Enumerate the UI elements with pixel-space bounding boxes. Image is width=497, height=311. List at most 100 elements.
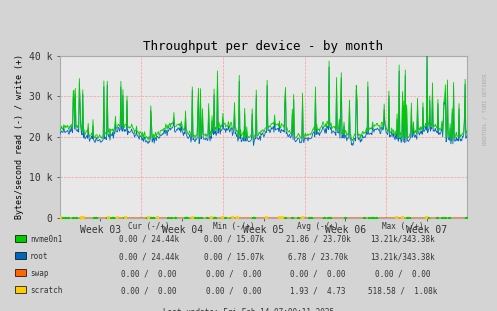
Point [305, 215, 313, 220]
Text: root: root [30, 252, 48, 261]
Point [368, 215, 376, 220]
Point [424, 215, 432, 220]
Point [463, 215, 471, 220]
Text: swap: swap [30, 269, 48, 278]
Point [207, 215, 215, 220]
Point [113, 215, 121, 220]
Point [170, 215, 178, 220]
Point [183, 215, 191, 220]
Point [372, 215, 380, 220]
Point [392, 215, 400, 220]
Point [105, 215, 113, 220]
Point [365, 215, 373, 220]
Point [298, 215, 306, 220]
Point [181, 215, 189, 220]
Text: 0.00 /  0.00: 0.00 / 0.00 [206, 286, 261, 295]
Point [441, 215, 449, 220]
Point [144, 215, 152, 220]
Text: 0.00 /  0.00: 0.00 / 0.00 [290, 269, 346, 278]
Point [438, 215, 446, 220]
Point [181, 215, 189, 220]
Point [210, 215, 218, 220]
Point [146, 215, 154, 220]
Text: 0.00 / 24.44k: 0.00 / 24.44k [119, 252, 179, 261]
Text: nvme0n1: nvme0n1 [30, 235, 62, 244]
Point [218, 215, 226, 220]
Text: 0.00 / 15.07k: 0.00 / 15.07k [204, 252, 263, 261]
Point [147, 215, 155, 220]
Point [144, 215, 152, 220]
Text: 0.00 /  0.00: 0.00 / 0.00 [206, 269, 261, 278]
Point [194, 215, 202, 220]
Point [77, 215, 84, 220]
Point [211, 215, 219, 220]
Point [58, 215, 66, 220]
Point [167, 215, 175, 220]
Point [233, 215, 241, 220]
Point [72, 215, 80, 220]
Point [108, 215, 116, 220]
Point [278, 215, 286, 220]
Point [262, 215, 270, 220]
Point [79, 215, 87, 220]
Point [121, 215, 129, 220]
Point [275, 215, 283, 220]
Text: 13.21k/343.38k: 13.21k/343.38k [370, 235, 435, 244]
Point [153, 215, 161, 220]
Text: 518.58 /  1.08k: 518.58 / 1.08k [368, 286, 437, 295]
Point [221, 215, 229, 220]
Text: 1.93 /  4.73: 1.93 / 4.73 [290, 286, 346, 295]
Text: 0.00 /  0.00: 0.00 / 0.00 [375, 269, 430, 278]
Point [432, 215, 440, 220]
Point [228, 215, 236, 220]
Point [288, 215, 296, 220]
Point [80, 215, 87, 220]
Point [369, 215, 377, 220]
Text: Min (-/+): Min (-/+) [213, 222, 254, 231]
Point [398, 215, 406, 220]
Point [249, 215, 257, 220]
Text: 6.78 / 23.70k: 6.78 / 23.70k [288, 252, 348, 261]
Text: 0.00 /  0.00: 0.00 / 0.00 [121, 286, 177, 295]
Point [308, 215, 316, 220]
Point [295, 215, 303, 220]
Point [207, 215, 215, 220]
Point [326, 215, 333, 220]
Point [250, 215, 258, 220]
Point [320, 215, 328, 220]
Point [56, 215, 64, 220]
Point [102, 215, 110, 220]
Point [149, 215, 157, 220]
Point [360, 215, 368, 220]
Text: Avg (-/+): Avg (-/+) [297, 222, 339, 231]
Point [341, 215, 349, 220]
Text: scratch: scratch [30, 286, 62, 295]
Text: 0.00 /  0.00: 0.00 / 0.00 [121, 269, 177, 278]
Text: RRDTOOL / TOBI OETIKER: RRDTOOL / TOBI OETIKER [482, 73, 487, 145]
Point [109, 215, 117, 220]
Point [164, 215, 172, 220]
Text: 0.00 / 15.07k: 0.00 / 15.07k [204, 235, 263, 244]
Point [78, 215, 85, 220]
Text: 0.00 / 24.44k: 0.00 / 24.44k [119, 235, 179, 244]
Title: Throughput per device - by month: Throughput per device - by month [144, 40, 383, 53]
Point [104, 215, 112, 220]
Point [422, 215, 430, 220]
Text: Max (-/+): Max (-/+) [382, 222, 423, 231]
Point [203, 215, 211, 220]
Y-axis label: Bytes/second read (-) / write (+): Bytes/second read (-) / write (+) [15, 54, 24, 219]
Point [227, 215, 235, 220]
Point [69, 215, 77, 220]
Point [191, 215, 199, 220]
Point [120, 215, 128, 220]
Text: 13.21k/343.38k: 13.21k/343.38k [370, 252, 435, 261]
Point [61, 215, 69, 220]
Point [325, 215, 332, 220]
Point [445, 215, 453, 220]
Text: 21.86 / 23.70k: 21.86 / 23.70k [286, 235, 350, 244]
Point [281, 215, 289, 220]
Point [188, 215, 196, 220]
Point [197, 215, 205, 220]
Point [113, 215, 121, 220]
Text: Last update: Fri Feb 14 07:00:11 2025: Last update: Fri Feb 14 07:00:11 2025 [163, 308, 334, 311]
